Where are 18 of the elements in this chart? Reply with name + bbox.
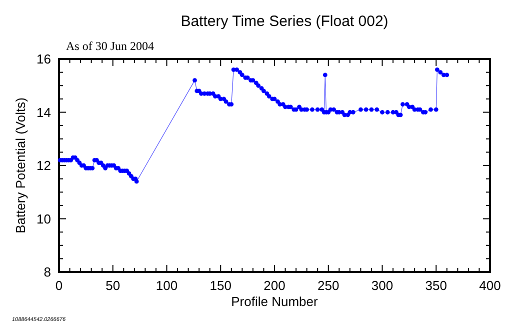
x-tick-label: 0 — [55, 278, 63, 293]
x-tick-label: 250 — [318, 278, 340, 293]
x-tick-label: 200 — [264, 278, 286, 293]
y-tick-label: 12 — [36, 158, 51, 173]
chart-subtitle: As of 30 Jun 2004 — [66, 39, 154, 53]
x-axis-title: Profile Number — [231, 294, 319, 309]
x-tick-label: 300 — [371, 278, 394, 293]
y-tick-label: 16 — [36, 52, 51, 66]
y-tick-label: 10 — [36, 211, 51, 226]
chart-title: Battery Time Series (Float 002) — [180, 13, 388, 30]
x-tick-label: 150 — [210, 278, 232, 293]
x-tick-label: 400 — [479, 278, 501, 293]
x-tick-label: 50 — [106, 278, 120, 293]
y-tick-label: 8 — [44, 264, 51, 280]
y-axis-title: Battery Potential (Volts) — [13, 98, 28, 234]
x-tick-label: 100 — [156, 278, 178, 293]
y-tick-label: 14 — [36, 104, 51, 120]
x-tick-label: 350 — [425, 278, 447, 293]
